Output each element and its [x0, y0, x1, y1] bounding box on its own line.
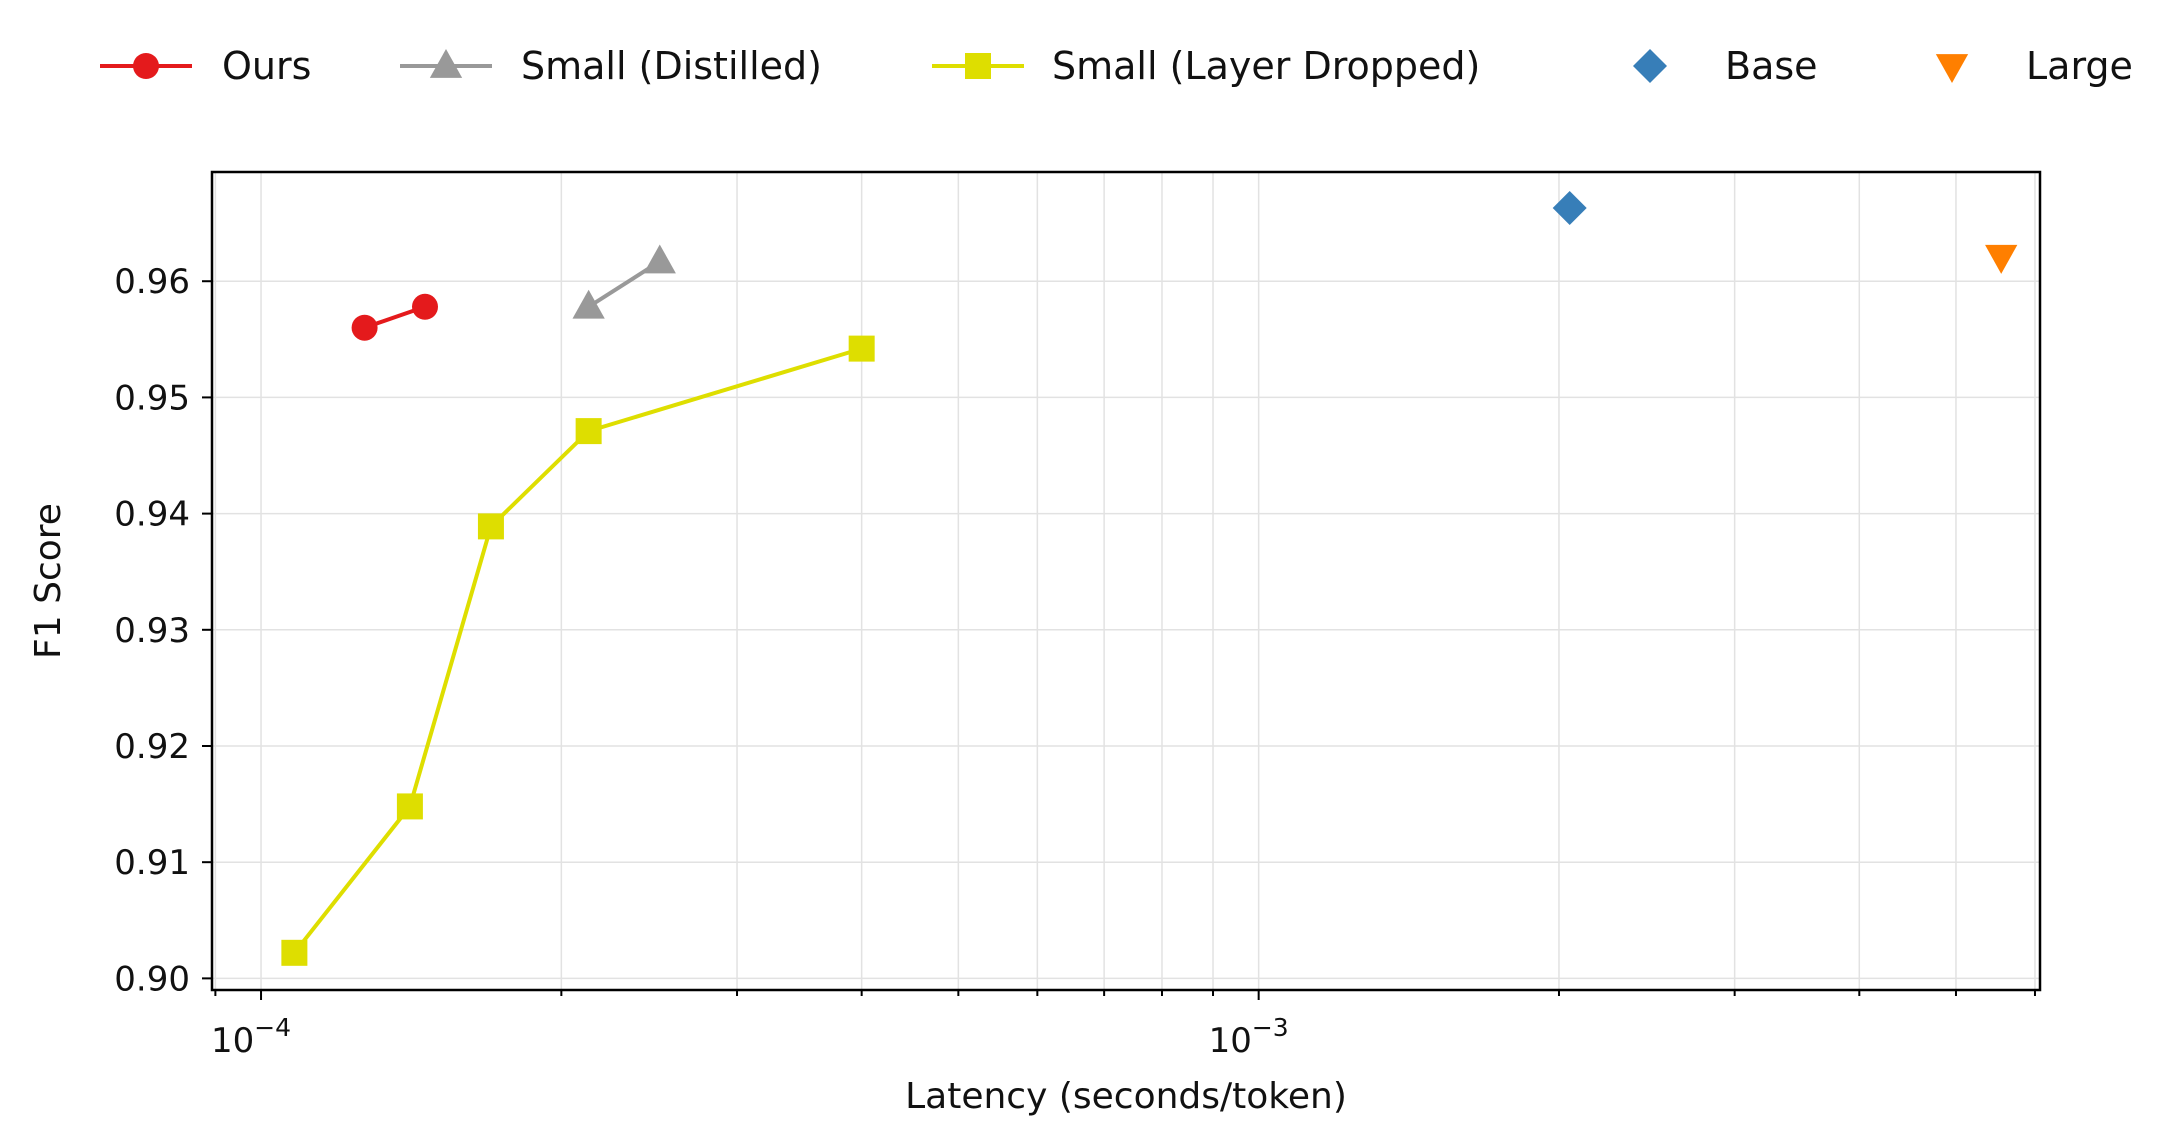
y-tick-label: 0.93 [114, 611, 190, 651]
data-point-small-layer-dropped [477, 513, 504, 540]
data-point-small-layer-dropped [396, 793, 423, 820]
data-point-small-layer-dropped [575, 418, 602, 445]
x-tick-label: 10−3 [1209, 1013, 1289, 1061]
axis-ticks: 0.90 0.91 0.92 0.93 0.94 0.95 0.96 10−4 10−3 [114, 262, 2036, 1061]
data-point-small-distilled [572, 289, 605, 319]
data-point-small-distilled [643, 244, 676, 274]
series-markers [281, 191, 2018, 966]
legend-label-ours: Ours [222, 44, 311, 88]
plot-frame [210, 170, 2042, 992]
legend-label-base: Base [1725, 44, 1818, 88]
y-tick-label: 0.91 [114, 843, 190, 883]
legend-marker-large [1935, 54, 1969, 83]
y-tick-label: 0.95 [114, 378, 190, 418]
series-lines [292, 259, 863, 955]
legend-marker-base [1633, 49, 1667, 83]
data-point-base [1552, 191, 1587, 226]
legend-label-small-layer-dropped: Small (Layer Dropped) [1052, 44, 1480, 88]
y-tick-label: 0.94 [114, 495, 190, 535]
legend: Ours Small (Distilled) Small (Layer Droppe… [100, 44, 2133, 88]
data-point-large [1985, 244, 2018, 274]
data-point-small-layer-dropped [281, 939, 308, 966]
legend-marker-ours [133, 53, 159, 79]
x-tick-label: 10−4 [211, 1013, 291, 1061]
y-tick-label: 0.90 [114, 959, 190, 999]
grid-lines [212, 172, 2040, 990]
legend-marker-small-layer-dropped [965, 53, 991, 79]
y-tick-label: 0.92 [114, 727, 190, 767]
y-tick-label: 0.96 [114, 262, 190, 302]
legend-marker-small-distilled [429, 49, 463, 78]
legend-label-small-distilled: Small (Distilled) [521, 44, 822, 88]
x-axis-title: Latency (seconds/token) [905, 1076, 1347, 1117]
y-axis-title: F1 Score [28, 503, 69, 659]
data-point-ours [351, 314, 378, 341]
data-point-ours [411, 293, 438, 320]
data-point-small-layer-dropped [848, 335, 875, 362]
legend-label-large: Large [2026, 44, 2133, 88]
